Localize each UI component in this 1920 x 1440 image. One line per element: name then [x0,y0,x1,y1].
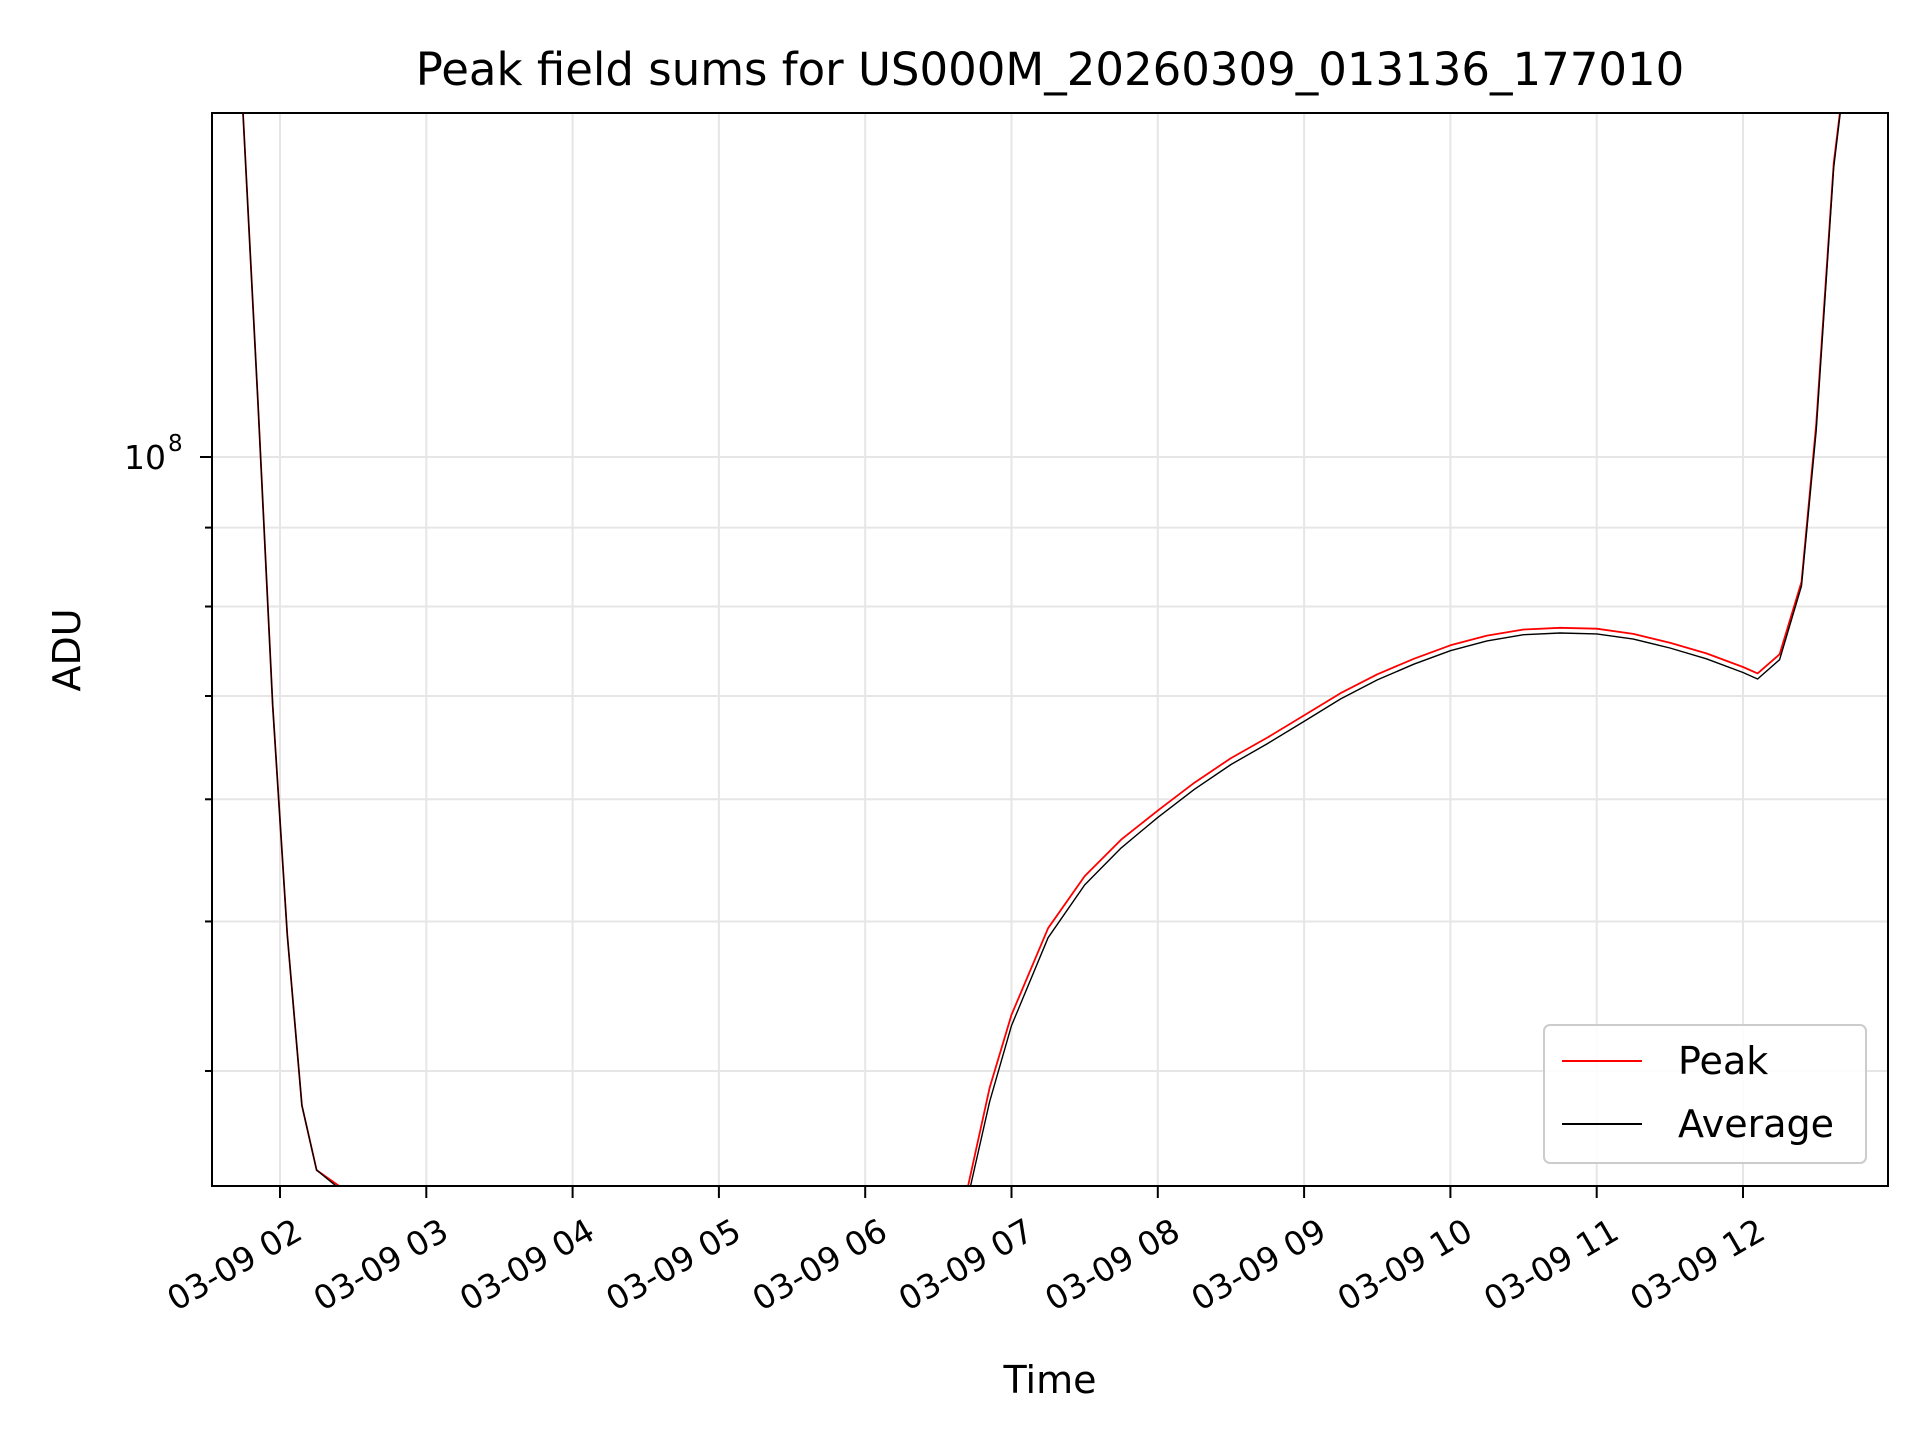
grid [212,113,1888,1186]
y-axis-label: ADU [45,608,89,691]
y-tick-label: 10 [124,438,166,477]
legend-peak-label: Peak [1678,1039,1768,1083]
legend: Peak Average [1543,1024,1867,1164]
plot-frame [211,112,1889,1187]
x-axis-label: Time [1003,1358,1097,1402]
chart-title: Peak field sums for US000M_20260309_0131… [416,43,1685,96]
y-axis-ticks: 10 8 [124,431,212,1072]
series-layer [242,113,1841,1186]
y-tick-label-exponent: 8 [168,431,183,457]
average-series-line [242,113,1841,1186]
peak-series-line [242,113,1841,1186]
legend-box [1543,1024,1867,1164]
legend-average-label: Average [1678,1102,1834,1146]
